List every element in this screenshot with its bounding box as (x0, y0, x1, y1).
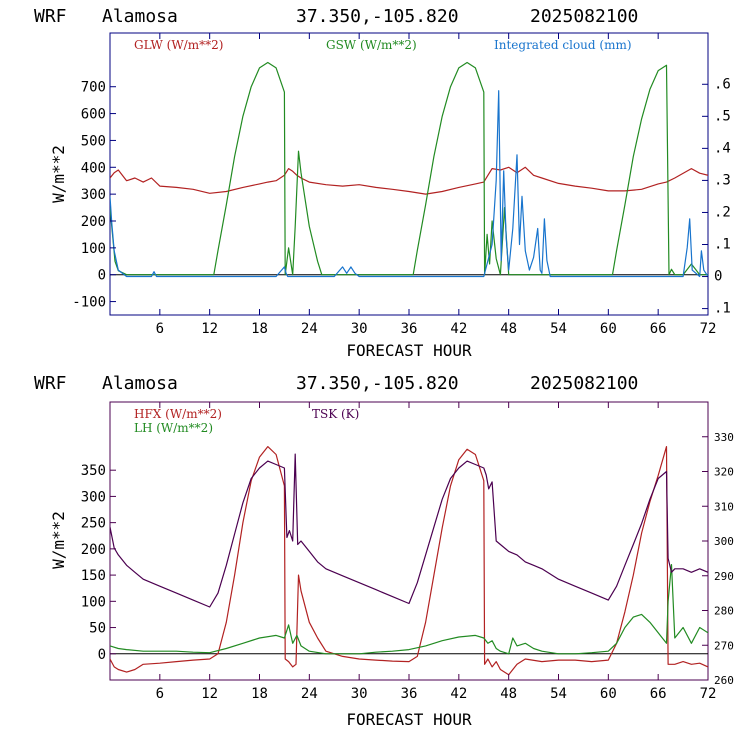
header-site: Alamosa (102, 373, 178, 394)
series-line-integrated (110, 90, 708, 278)
x-tick-label: 12 (201, 686, 218, 702)
x-tick-label: 42 (450, 686, 467, 702)
y-tick-label: -100 (72, 295, 106, 311)
y2-tick-label: 300 (714, 535, 734, 548)
y-tick-label: 50 (89, 621, 106, 637)
legend-cloud: Integrated cloud (mm) (494, 38, 632, 52)
x-tick-label: 72 (700, 321, 717, 337)
panel-radiation: WRF Alamosa 37.350,-105.820 2025082100 6… (34, 6, 731, 360)
y-tick-label: 100 (81, 241, 106, 257)
x-tick-label: 12 (201, 321, 218, 337)
series-line-glw (110, 166, 708, 195)
y-axis-label: W/m**2 (49, 145, 68, 203)
x-tick-label: 24 (301, 321, 318, 337)
legend-glw: GLW (W/m**2) (134, 38, 223, 52)
x-tick-label: 66 (650, 321, 667, 337)
y2-tick-label: .1 (714, 301, 731, 317)
x-axis-ticks: 6 12 18 24 30 36 42 48 54 60 66 72 (156, 402, 717, 702)
x-axis-label: FORECAST HOUR (346, 341, 472, 360)
x-axis-ticks: 6 12 18 24 30 36 42 48 54 60 66 72 (156, 33, 717, 337)
plot-frame (109, 32, 709, 316)
y2-tick-label: .2 (714, 204, 731, 220)
header-coords: 37.350,-105.820 (296, 6, 459, 27)
series-group (110, 61, 708, 278)
y-axis-ticks: -100 0 100 200 300 400 500 600 700 (72, 80, 116, 311)
series-line-lh (110, 563, 708, 655)
series-group (110, 446, 708, 676)
y2-tick-label: 0 (714, 269, 722, 285)
y2-tick-label: 260 (714, 674, 734, 687)
x-tick-label: 66 (650, 686, 667, 702)
y-tick-label: 400 (81, 160, 106, 176)
x-axis-label: FORECAST HOUR (346, 710, 472, 729)
x-tick-label: 54 (550, 686, 567, 702)
y2-tick-label: .4 (714, 140, 731, 156)
x-tick-label: 18 (251, 686, 268, 702)
x-tick-label: 18 (251, 321, 268, 337)
y-tick-label: 100 (81, 594, 106, 610)
series-line-tsk (110, 453, 708, 608)
x-tick-label: 36 (401, 321, 418, 337)
y-tick-label: 150 (81, 568, 106, 584)
y2-axis-ticks: .1 0 .1 .2 .3 .4 .5 .6 (702, 76, 731, 317)
x-tick-label: 36 (401, 686, 418, 702)
header-model: WRF (34, 6, 67, 27)
y2-tick-label: .3 (714, 172, 731, 188)
y2-tick-label: .5 (714, 108, 731, 124)
y-tick-label: 600 (81, 107, 106, 123)
panel-flux: WRF Alamosa 37.350,-105.820 2025082100 6… (34, 373, 734, 729)
y-tick-label: 500 (81, 133, 106, 149)
y-tick-label: 350 (81, 463, 106, 479)
x-tick-label: 6 (156, 321, 164, 337)
header-site: Alamosa (102, 6, 178, 27)
y-tick-label: 0 (98, 268, 106, 284)
x-tick-label: 30 (351, 321, 368, 337)
y2-tick-label: 310 (714, 500, 734, 513)
header-coords: 37.350,-105.820 (296, 373, 459, 394)
x-tick-label: 54 (550, 321, 567, 337)
legend-lh: LH (W/m**2) (134, 421, 213, 435)
legend-tsk: TSK (K) (312, 407, 359, 421)
y-axis-label: W/m**2 (49, 511, 68, 569)
series-line-hfx (110, 446, 708, 676)
y-axis-ticks: 0 50 100 150 200 250 300 350 (81, 463, 116, 663)
legend-gsw: GSW (W/m**2) (326, 38, 417, 52)
y2-axis-ticks: 260 270 280 290 300 310 320 330 (702, 431, 734, 687)
y-tick-label: 300 (81, 187, 106, 203)
x-tick-label: 60 (600, 686, 617, 702)
header-run: 2025082100 (530, 373, 638, 394)
x-tick-label: 24 (301, 686, 318, 702)
x-tick-label: 48 (500, 686, 517, 702)
header-run: 2025082100 (530, 6, 638, 27)
y-tick-label: 200 (81, 214, 106, 230)
y2-tick-label: 270 (714, 639, 734, 652)
y-tick-label: 700 (81, 80, 106, 96)
y2-tick-label: 290 (714, 570, 734, 583)
y2-tick-label: 280 (714, 605, 734, 618)
x-tick-label: 42 (450, 321, 467, 337)
y2-tick-label: .6 (714, 76, 731, 92)
y2-tick-label: 330 (714, 431, 734, 444)
y2-tick-label: 320 (714, 466, 734, 479)
legend-hfx: HFX (W/m**2) (134, 407, 222, 421)
y-tick-label: 250 (81, 516, 106, 532)
y2-tick-label: .1 (714, 237, 731, 253)
series-line-gsw (110, 61, 708, 276)
x-tick-label: 72 (700, 686, 717, 702)
x-tick-label: 6 (156, 686, 164, 702)
x-tick-label: 48 (500, 321, 517, 337)
header-model: WRF (34, 373, 67, 394)
y-tick-label: 300 (81, 489, 106, 505)
y-tick-label: 200 (81, 542, 106, 558)
y-tick-label: 0 (98, 647, 106, 663)
x-tick-label: 60 (600, 321, 617, 337)
x-tick-label: 30 (351, 686, 368, 702)
